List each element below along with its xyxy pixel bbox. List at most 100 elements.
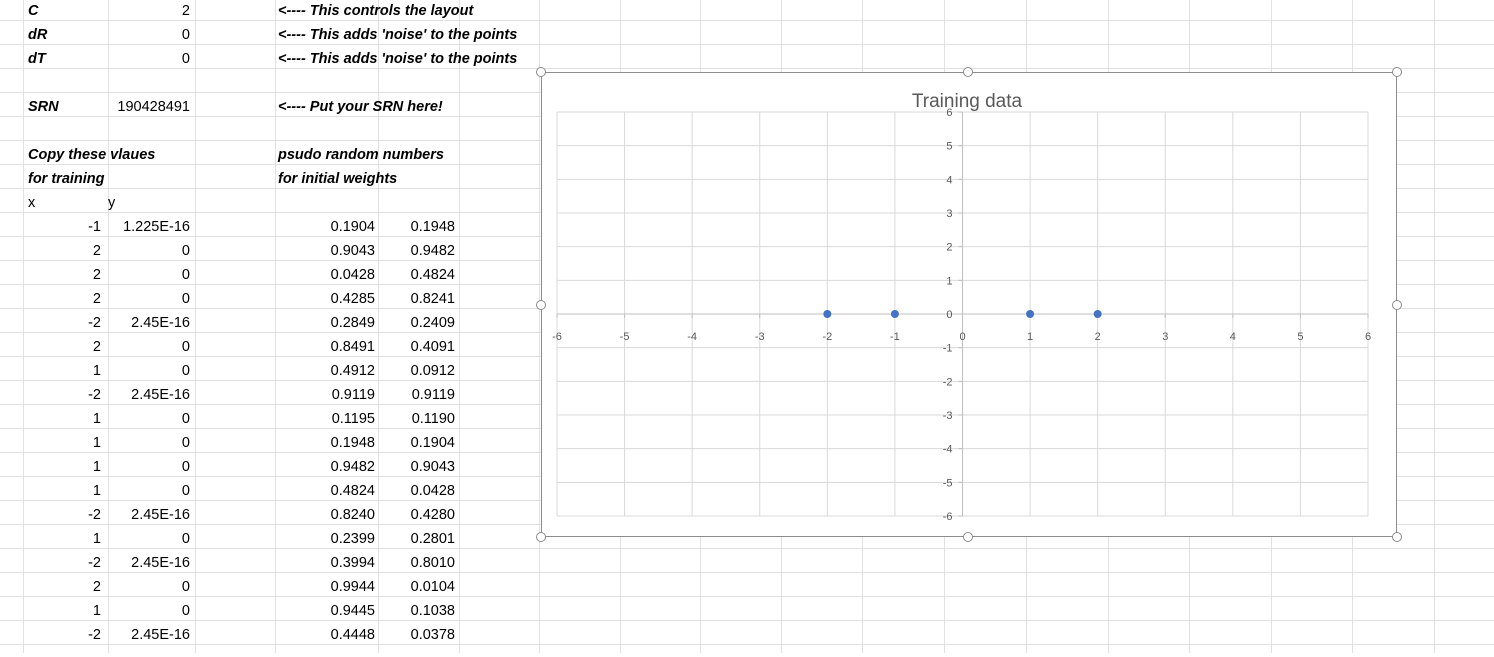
column-header-x[interactable]: x bbox=[28, 195, 36, 211]
x-cell[interactable]: 2 bbox=[92, 243, 101, 259]
y-cell[interactable]: 0 bbox=[181, 339, 190, 355]
weight1-cell[interactable]: 0.9445 bbox=[330, 603, 375, 619]
label-dr[interactable]: dR bbox=[28, 27, 48, 43]
y-cell[interactable]: 0 bbox=[181, 459, 190, 475]
training-header-line2[interactable]: for training bbox=[28, 171, 105, 187]
x-cell[interactable]: 1 bbox=[92, 411, 101, 427]
weight2-cell[interactable]: 0.0912 bbox=[410, 363, 455, 379]
note-c[interactable]: <---- This controls the layout bbox=[278, 3, 474, 19]
value-dt[interactable]: 0 bbox=[181, 51, 190, 67]
y-cell[interactable]: 2.45E-16 bbox=[131, 387, 190, 403]
note-dr[interactable]: <---- This adds 'noise' to the points bbox=[278, 27, 518, 43]
weight2-cell[interactable]: 0.4280 bbox=[410, 507, 455, 523]
value-dr[interactable]: 0 bbox=[181, 27, 190, 43]
y-cell[interactable]: 2.45E-16 bbox=[131, 555, 190, 571]
weight2-cell[interactable]: 0.1190 bbox=[411, 411, 455, 427]
weight1-cell[interactable]: 0.4285 bbox=[330, 291, 375, 307]
weight1-cell[interactable]: 0.3994 bbox=[330, 555, 375, 571]
y-cell[interactable]: 0 bbox=[181, 363, 190, 379]
training-header-line1[interactable]: Copy these vlaues bbox=[28, 147, 156, 163]
note-dt[interactable]: <---- This adds 'noise' to the points bbox=[278, 51, 518, 67]
weight2-cell[interactable]: 0.2409 bbox=[410, 315, 455, 331]
handle-top-left[interactable] bbox=[536, 67, 546, 77]
y-cell[interactable]: 0 bbox=[181, 291, 190, 307]
handle-top-center[interactable] bbox=[963, 67, 973, 77]
weight1-cell[interactable]: 0.0428 bbox=[330, 267, 375, 283]
weight2-cell[interactable]: 0.1948 bbox=[410, 219, 455, 235]
weight2-cell[interactable]: 0.9043 bbox=[410, 459, 455, 475]
x-cell[interactable]: 1 bbox=[92, 435, 101, 451]
weight1-cell[interactable]: 0.4912 bbox=[330, 363, 375, 379]
weight2-cell[interactable]: 0.9119 bbox=[411, 387, 455, 403]
value-srn[interactable]: 190428491 bbox=[117, 99, 190, 115]
weight1-cell[interactable]: 0.4448 bbox=[330, 627, 375, 643]
weight1-cell[interactable]: 0.8491 bbox=[330, 339, 375, 355]
data-point[interactable] bbox=[1026, 310, 1035, 318]
y-cell[interactable]: 0 bbox=[181, 435, 190, 451]
y-cell[interactable]: 0 bbox=[181, 243, 190, 259]
weight2-cell[interactable]: 0.1904 bbox=[410, 435, 455, 451]
data-point[interactable] bbox=[890, 310, 899, 318]
y-cell[interactable]: 1.225E-16 bbox=[123, 219, 190, 235]
weights-header-line2[interactable]: for initial weights bbox=[278, 171, 398, 187]
weight1-cell[interactable]: 0.2399 bbox=[330, 531, 375, 547]
x-cell[interactable]: 2 bbox=[92, 267, 101, 283]
weights-header-line1[interactable]: psudo random numbers bbox=[278, 147, 444, 163]
note-srn[interactable]: <---- Put your SRN here! bbox=[278, 99, 443, 115]
handle-middle-right[interactable] bbox=[1392, 300, 1402, 310]
weight1-cell[interactable]: 0.9119 bbox=[331, 387, 375, 403]
weight1-cell[interactable]: 0.9482 bbox=[330, 459, 375, 475]
x-cell[interactable]: 1 bbox=[92, 363, 101, 379]
weight2-cell[interactable]: 0.0104 bbox=[410, 579, 455, 595]
weight2-cell[interactable]: 0.1038 bbox=[410, 603, 455, 619]
x-cell[interactable]: 2 bbox=[92, 291, 101, 307]
x-cell[interactable]: 1 bbox=[92, 603, 101, 619]
x-cell[interactable]: 1 bbox=[92, 459, 101, 475]
x-cell[interactable]: 2 bbox=[92, 579, 101, 595]
weight2-cell[interactable]: 0.9482 bbox=[410, 243, 455, 259]
weight1-cell[interactable]: 0.1948 bbox=[330, 435, 375, 451]
x-cell[interactable]: -1 bbox=[88, 219, 101, 235]
x-cell[interactable]: 1 bbox=[92, 531, 101, 547]
weight1-cell[interactable]: 0.2849 bbox=[330, 315, 375, 331]
weight1-cell[interactable]: 0.9043 bbox=[330, 243, 375, 259]
handle-bottom-right[interactable] bbox=[1392, 532, 1402, 542]
weight1-cell[interactable]: 0.1904 bbox=[330, 219, 375, 235]
x-cell[interactable]: -2 bbox=[88, 315, 101, 331]
y-cell[interactable]: 2.45E-16 bbox=[131, 315, 190, 331]
data-point[interactable] bbox=[823, 310, 832, 318]
y-cell[interactable]: 2.45E-16 bbox=[131, 507, 190, 523]
handle-bottom-left[interactable] bbox=[536, 532, 546, 542]
weight2-cell[interactable]: 0.8241 bbox=[410, 291, 455, 307]
label-dt[interactable]: dT bbox=[28, 51, 46, 67]
weight2-cell[interactable]: 0.2801 bbox=[410, 531, 455, 547]
handle-bottom-center[interactable] bbox=[963, 532, 973, 542]
y-cell[interactable]: 0 bbox=[181, 411, 190, 427]
y-cell[interactable]: 0 bbox=[181, 579, 190, 595]
column-header-y[interactable]: y bbox=[108, 195, 116, 211]
handle-middle-left[interactable] bbox=[536, 300, 546, 310]
x-cell[interactable]: -2 bbox=[88, 555, 101, 571]
y-cell[interactable]: 0 bbox=[181, 267, 190, 283]
weight1-cell[interactable]: 0.8240 bbox=[330, 507, 375, 523]
y-cell[interactable]: 2.45E-16 bbox=[131, 627, 190, 643]
x-cell[interactable]: 2 bbox=[92, 339, 101, 355]
weight1-cell[interactable]: 0.9944 bbox=[330, 579, 375, 595]
handle-top-right[interactable] bbox=[1392, 67, 1402, 77]
weight2-cell[interactable]: 0.4091 bbox=[410, 339, 455, 355]
x-cell[interactable]: -2 bbox=[88, 507, 101, 523]
x-cell[interactable]: -2 bbox=[88, 627, 101, 643]
x-cell[interactable]: 1 bbox=[92, 483, 101, 499]
chart-training-data[interactable]: -6 -5 -4 -3 -2 -1 0 1 2 3 4 5 6 6 5 4 3 2 1 0 -1 -2 -3 -4 -5 -6 Tr… bbox=[541, 72, 1397, 537]
weight1-cell[interactable]: 0.4824 bbox=[330, 483, 375, 499]
weight2-cell[interactable]: 0.4824 bbox=[410, 267, 455, 283]
weight2-cell[interactable]: 0.0378 bbox=[410, 627, 455, 643]
value-c[interactable]: 2 bbox=[181, 3, 190, 19]
y-cell[interactable]: 0 bbox=[181, 483, 190, 499]
y-cell[interactable]: 0 bbox=[181, 603, 190, 619]
label-srn[interactable]: SRN bbox=[28, 99, 59, 115]
weight1-cell[interactable]: 0.1195 bbox=[331, 411, 375, 427]
x-cell[interactable]: -2 bbox=[88, 387, 101, 403]
label-c[interactable]: C bbox=[28, 3, 39, 19]
